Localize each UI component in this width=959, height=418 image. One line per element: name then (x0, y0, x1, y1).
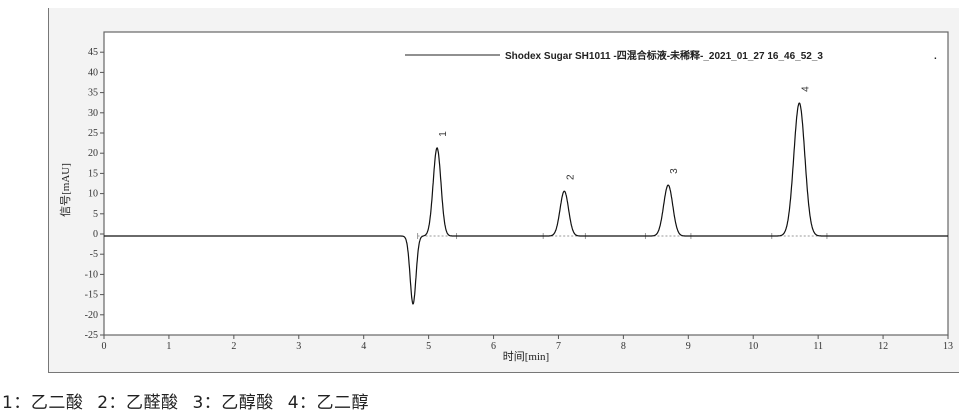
caption-item: 1：乙二酸 (2, 393, 84, 413)
x-tick-label: 4 (361, 341, 366, 352)
x-tick-label: 2 (231, 341, 236, 352)
y-tick-label: 10 (88, 189, 98, 200)
caption-item: 3：乙醇酸 (192, 393, 274, 413)
x-tick-label: 8 (621, 341, 626, 352)
caption-item: 4：乙二醇 (287, 393, 370, 413)
y-tick-label: 5 (93, 209, 98, 220)
legend-label: Shodex Sugar SH1011 -四混合标液-未稀释-_2021_01_… (505, 49, 823, 62)
y-tick-label: -15 (85, 290, 98, 301)
y-tick-label: -5 (90, 249, 98, 260)
signal-trace (104, 102, 948, 305)
x-tick-label: 0 (102, 341, 107, 352)
y-tick-label: 0 (93, 229, 98, 240)
y-tick-label: 20 (88, 148, 98, 159)
peak-label: 2 (565, 174, 576, 180)
x-tick-label: 3 (296, 341, 301, 352)
x-tick-label: 6 (491, 341, 496, 352)
y-tick-label: -10 (85, 269, 98, 280)
peak-label: 4 (800, 86, 811, 92)
y-axis-label: 信号[mAU] (59, 163, 72, 217)
x-tick-label: 13 (943, 341, 953, 352)
x-tick-label: 9 (686, 341, 691, 352)
x-tick-label: 1 (166, 341, 171, 352)
x-tick-label: 5 (426, 341, 431, 352)
y-tick-label: -25 (85, 330, 98, 341)
y-tick-label: 35 (88, 88, 98, 99)
peak-label: 1 (438, 131, 449, 137)
x-tick-label: 11 (813, 341, 823, 352)
y-tick-label: 15 (88, 168, 98, 179)
legend-marker: . (934, 51, 937, 62)
x-tick-label: 12 (878, 341, 888, 352)
y-tick-label: 40 (88, 67, 98, 78)
caption-item: 2：乙醛酸 (97, 393, 179, 413)
compound-caption: 1：乙二酸 2：乙醛酸 3：乙醇酸 4：乙二醇 (2, 388, 377, 413)
plot-area (103, 31, 949, 336)
peak-label: 3 (669, 168, 680, 174)
y-tick-label: 45 (88, 47, 98, 58)
y-tick-label: 30 (88, 108, 98, 119)
y-tick-label: -20 (85, 310, 98, 321)
x-tick-label: 10 (748, 341, 758, 352)
x-axis-label: 时间[min] (503, 350, 549, 363)
x-tick-label: 7 (556, 341, 561, 352)
y-tick-label: 25 (88, 128, 98, 139)
